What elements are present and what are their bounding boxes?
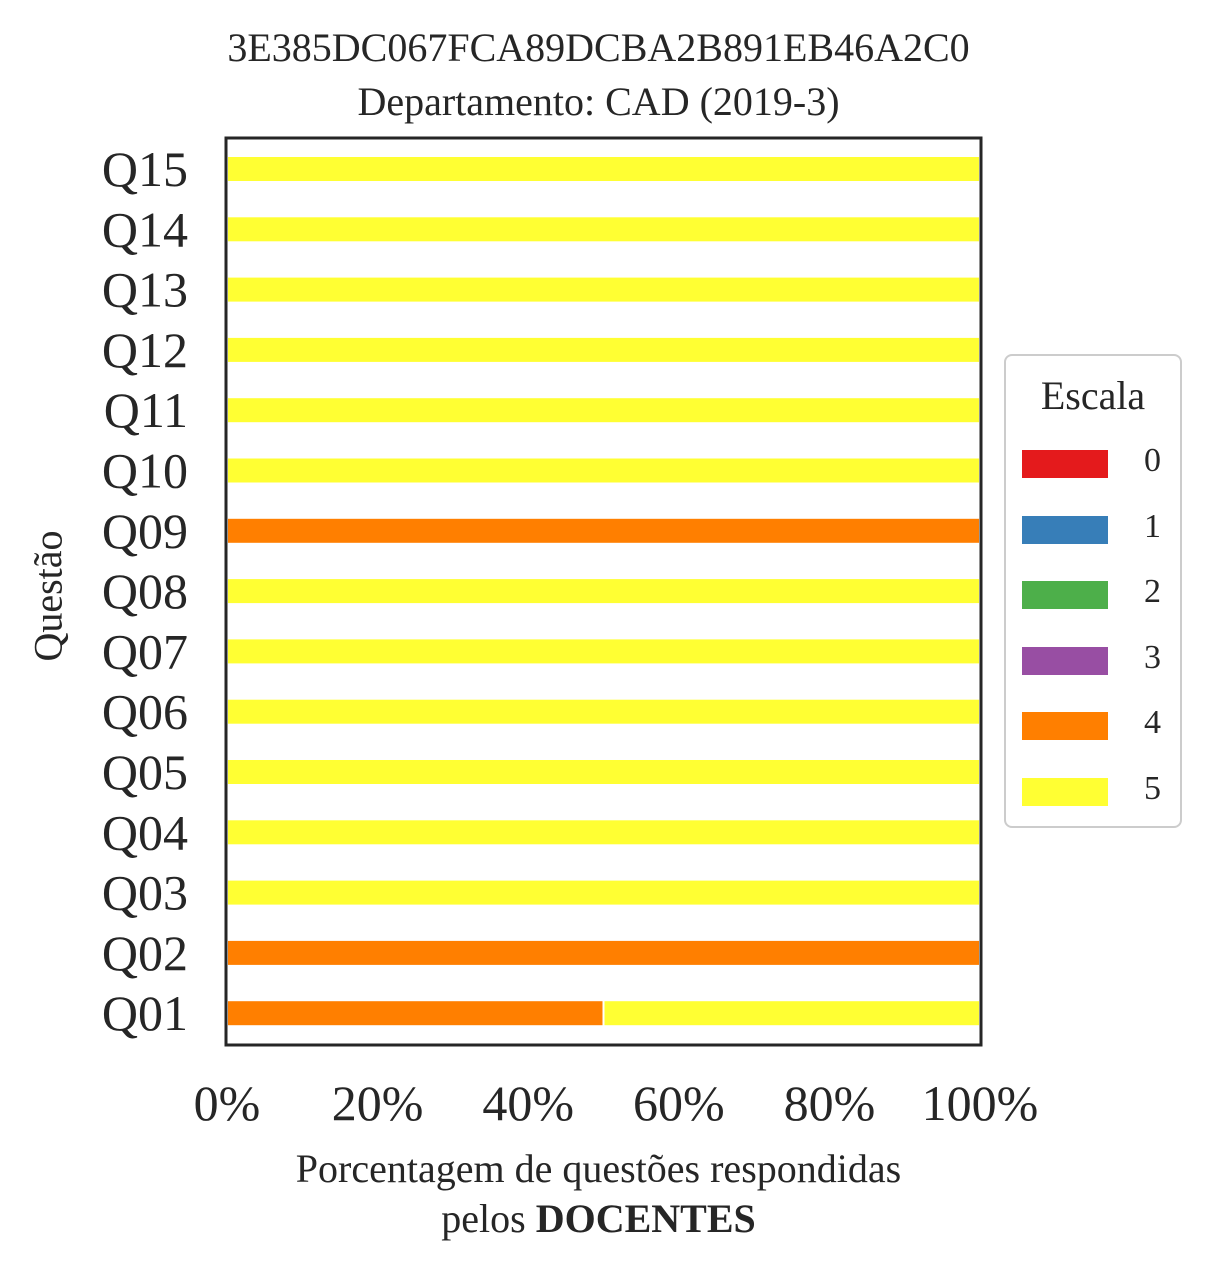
legend-label: 1 (1144, 507, 1161, 545)
bar-segment (226, 999, 605, 1028)
y-tick-label: Q13 (102, 262, 188, 318)
legend-label: 5 (1144, 769, 1161, 807)
legend-title: Escala (1040, 373, 1146, 418)
y-tick-label: Q01 (102, 985, 188, 1041)
y-tick-label: Q10 (102, 443, 188, 499)
bar-segment (226, 818, 981, 847)
bar-segment (226, 275, 981, 304)
x-axis-label-line-1: Porcentagem de questões respondidas (295, 1146, 902, 1191)
chart-title-line-1: 3E385DC067FCA89DCBA2B891EB46A2C0 (227, 25, 970, 70)
bar-segment (226, 516, 981, 545)
bar-segment (226, 878, 981, 907)
x-tick-label: 80% (784, 1075, 876, 1131)
x-tick-label: 60% (633, 1075, 725, 1131)
y-tick-label: Q03 (102, 865, 188, 921)
bar-segment (226, 335, 981, 364)
bar-segment (226, 938, 981, 967)
x-axis-label-bold: DOCENTES (535, 1196, 756, 1241)
legend-swatch (1022, 581, 1108, 609)
legend-swatch (1022, 515, 1108, 544)
y-tick-label: Q14 (102, 201, 188, 257)
x-tick-label: 40% (482, 1075, 574, 1131)
bar-segment (226, 758, 981, 786)
legend-label: 2 (1144, 573, 1161, 610)
legend: Escala 0 1 2 3 4 5 (1004, 354, 1182, 828)
legend-swatch (1022, 450, 1108, 478)
y-tick-label: Q02 (102, 925, 188, 981)
y-tick-label: Q12 (102, 322, 188, 378)
bar-segment (226, 697, 981, 726)
bar-segment (602, 999, 981, 1028)
bar-segment (226, 637, 981, 666)
x-axis-label-line-2: pelos DOCENTES (0, 1195, 1205, 1242)
x-tick-label: 20% (332, 1075, 424, 1131)
legend-label: 0 (1144, 442, 1161, 479)
y-axis-label: Questão (25, 530, 71, 662)
y-tick-label: Q07 (102, 623, 188, 679)
bar-segment (226, 456, 981, 485)
legend-swatch (1022, 777, 1108, 806)
chart-title-line-2: Departamento: CAD (2019-3) (357, 79, 840, 124)
legend-swatch (1022, 646, 1108, 675)
x-tick-label: 0% (194, 1075, 261, 1131)
legend-label: 4 (1144, 704, 1161, 741)
y-tick-label: Q04 (102, 804, 188, 860)
plot-frame (224, 136, 983, 1047)
x-axis-label-prefix: pelos (441, 1196, 536, 1241)
y-tick-label: Q08 (102, 563, 188, 619)
legend-swatch (1022, 712, 1108, 740)
bar-segment (226, 155, 981, 183)
bar-segment (226, 396, 981, 425)
x-tick-label: 100% (922, 1075, 1039, 1131)
bar-segment (226, 215, 981, 244)
y-tick-label: Q06 (102, 684, 188, 740)
y-tick-label: Q09 (102, 503, 188, 559)
bar-segment (226, 577, 981, 606)
y-tick-label: Q05 (102, 744, 188, 800)
y-tick-label: Q15 (102, 141, 188, 197)
legend-label: 3 (1144, 638, 1161, 676)
y-tick-label: Q11 (104, 382, 188, 438)
